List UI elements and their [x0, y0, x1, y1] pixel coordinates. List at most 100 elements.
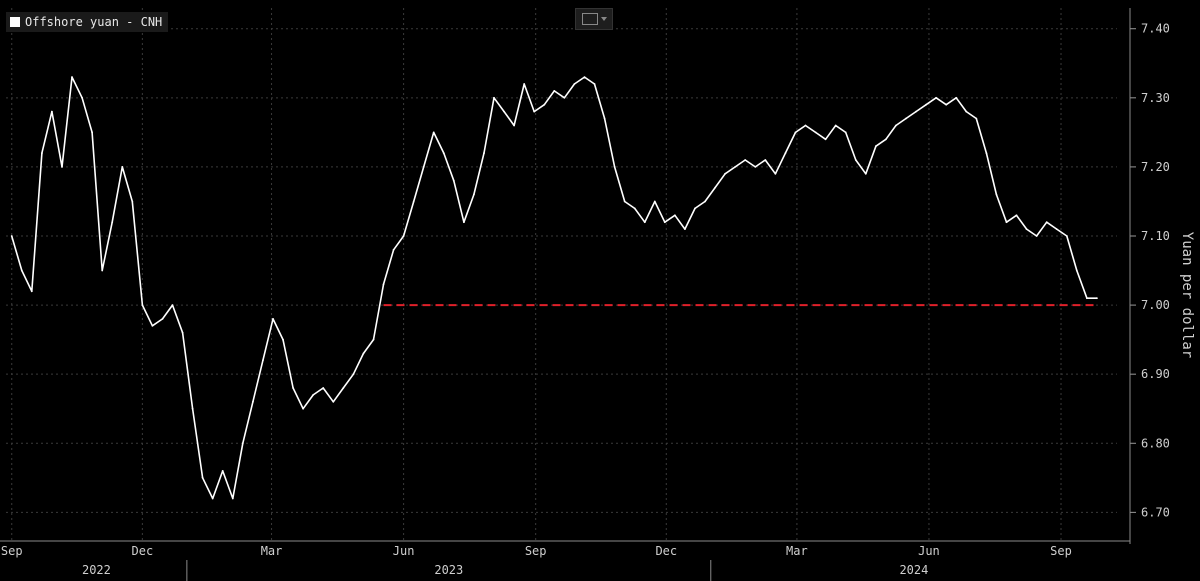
data-point — [51, 110, 53, 113]
data-point — [583, 76, 586, 78]
legend[interactable]: Offshore yuan - CNH — [6, 12, 169, 32]
data-point — [774, 172, 777, 175]
data-point — [975, 117, 978, 120]
data-point — [724, 172, 726, 175]
data-point — [1096, 297, 1098, 300]
year-label: 2022 — [82, 563, 111, 577]
data-point — [844, 131, 847, 134]
data-point — [523, 83, 526, 85]
data-point — [201, 476, 204, 479]
line-chart-icon — [581, 13, 598, 25]
data-point — [563, 96, 566, 99]
year-label: 2024 — [899, 563, 928, 577]
y-tick-label: 7.40 — [1141, 22, 1170, 36]
data-point — [71, 76, 73, 78]
data-point — [312, 394, 315, 396]
data-point — [503, 110, 505, 113]
data-point — [432, 131, 435, 134]
data-point — [935, 96, 937, 99]
data-point — [854, 159, 857, 161]
y-tick-label: 7.20 — [1141, 160, 1170, 174]
data-point — [422, 166, 425, 168]
data-point — [643, 221, 646, 224]
data-point — [252, 400, 254, 403]
data-point — [603, 117, 606, 120]
data-point — [161, 318, 164, 320]
data-point — [131, 200, 134, 203]
grid — [6, 8, 1117, 540]
data-point — [875, 145, 877, 148]
data-point — [483, 152, 485, 155]
x-tick-label: Sep — [1050, 544, 1072, 558]
data-point — [372, 338, 375, 341]
data-point — [452, 179, 455, 182]
data-point — [362, 352, 365, 355]
data-point — [41, 152, 43, 155]
data-point — [543, 103, 546, 106]
data-point — [674, 214, 676, 217]
data-point — [925, 103, 927, 106]
data-point — [352, 373, 355, 376]
data-point — [171, 304, 174, 306]
data-point — [493, 96, 495, 99]
x-tick-label: Jun — [393, 544, 415, 558]
data-point — [553, 90, 556, 92]
data-point — [905, 117, 907, 120]
legend-label: Offshore yuan - CNH — [25, 15, 163, 29]
data-point — [20, 269, 23, 272]
data-point — [653, 200, 656, 203]
data-point — [181, 331, 184, 334]
data-point — [292, 387, 294, 389]
data-point — [402, 235, 405, 237]
data-point — [804, 124, 807, 127]
data-point — [1005, 221, 1008, 224]
data-point — [463, 221, 465, 224]
data-point — [342, 387, 345, 389]
data-point — [824, 138, 827, 141]
y-tick-label: 7.00 — [1141, 298, 1170, 312]
data-point — [794, 131, 797, 134]
data-point — [513, 124, 515, 127]
data-point — [985, 152, 988, 155]
data-point — [141, 304, 144, 306]
y-tick-label: 6.80 — [1141, 436, 1170, 450]
data-point — [834, 124, 837, 127]
data-point — [573, 83, 576, 85]
y-axis-label: Yuan per dollar — [1179, 232, 1195, 358]
data-point — [1045, 221, 1048, 224]
data-point — [744, 159, 747, 161]
data-point — [784, 152, 787, 155]
data-point — [1035, 235, 1038, 237]
data-point — [633, 207, 636, 210]
x-tick-label: Sep — [525, 544, 547, 558]
data-point — [593, 83, 596, 85]
chevron-down-icon — [600, 17, 607, 21]
data-point — [1075, 269, 1078, 272]
data-point — [955, 96, 958, 99]
data-point — [694, 207, 696, 210]
data-point — [282, 338, 284, 341]
data-point — [1086, 297, 1088, 300]
x-tick-label: Dec — [132, 544, 154, 558]
data-point — [1025, 228, 1028, 231]
data-point — [302, 407, 304, 410]
y-tick-label: 6.70 — [1141, 505, 1170, 519]
x-tick-label: Dec — [655, 544, 677, 558]
data-point — [231, 497, 234, 500]
data-point — [191, 407, 194, 410]
data-point — [965, 110, 968, 113]
x-tick-label: Mar — [786, 544, 808, 558]
axes: 6.70 6.80 6.90 7.00 7.10 7.20 7.30 7.40 Sep Dec Ma… — [0, 8, 1170, 581]
data-point — [915, 110, 917, 113]
data-point — [764, 159, 767, 161]
data-point — [412, 200, 415, 203]
y-tick-label: 7.30 — [1141, 91, 1170, 105]
y-tick-label: 7.10 — [1141, 229, 1170, 243]
y-tick-label: 6.90 — [1141, 367, 1170, 381]
data-point — [995, 193, 998, 196]
data-point — [442, 152, 445, 155]
chart-type-button[interactable] — [575, 8, 613, 30]
data-point — [101, 269, 104, 272]
data-point — [885, 138, 887, 141]
